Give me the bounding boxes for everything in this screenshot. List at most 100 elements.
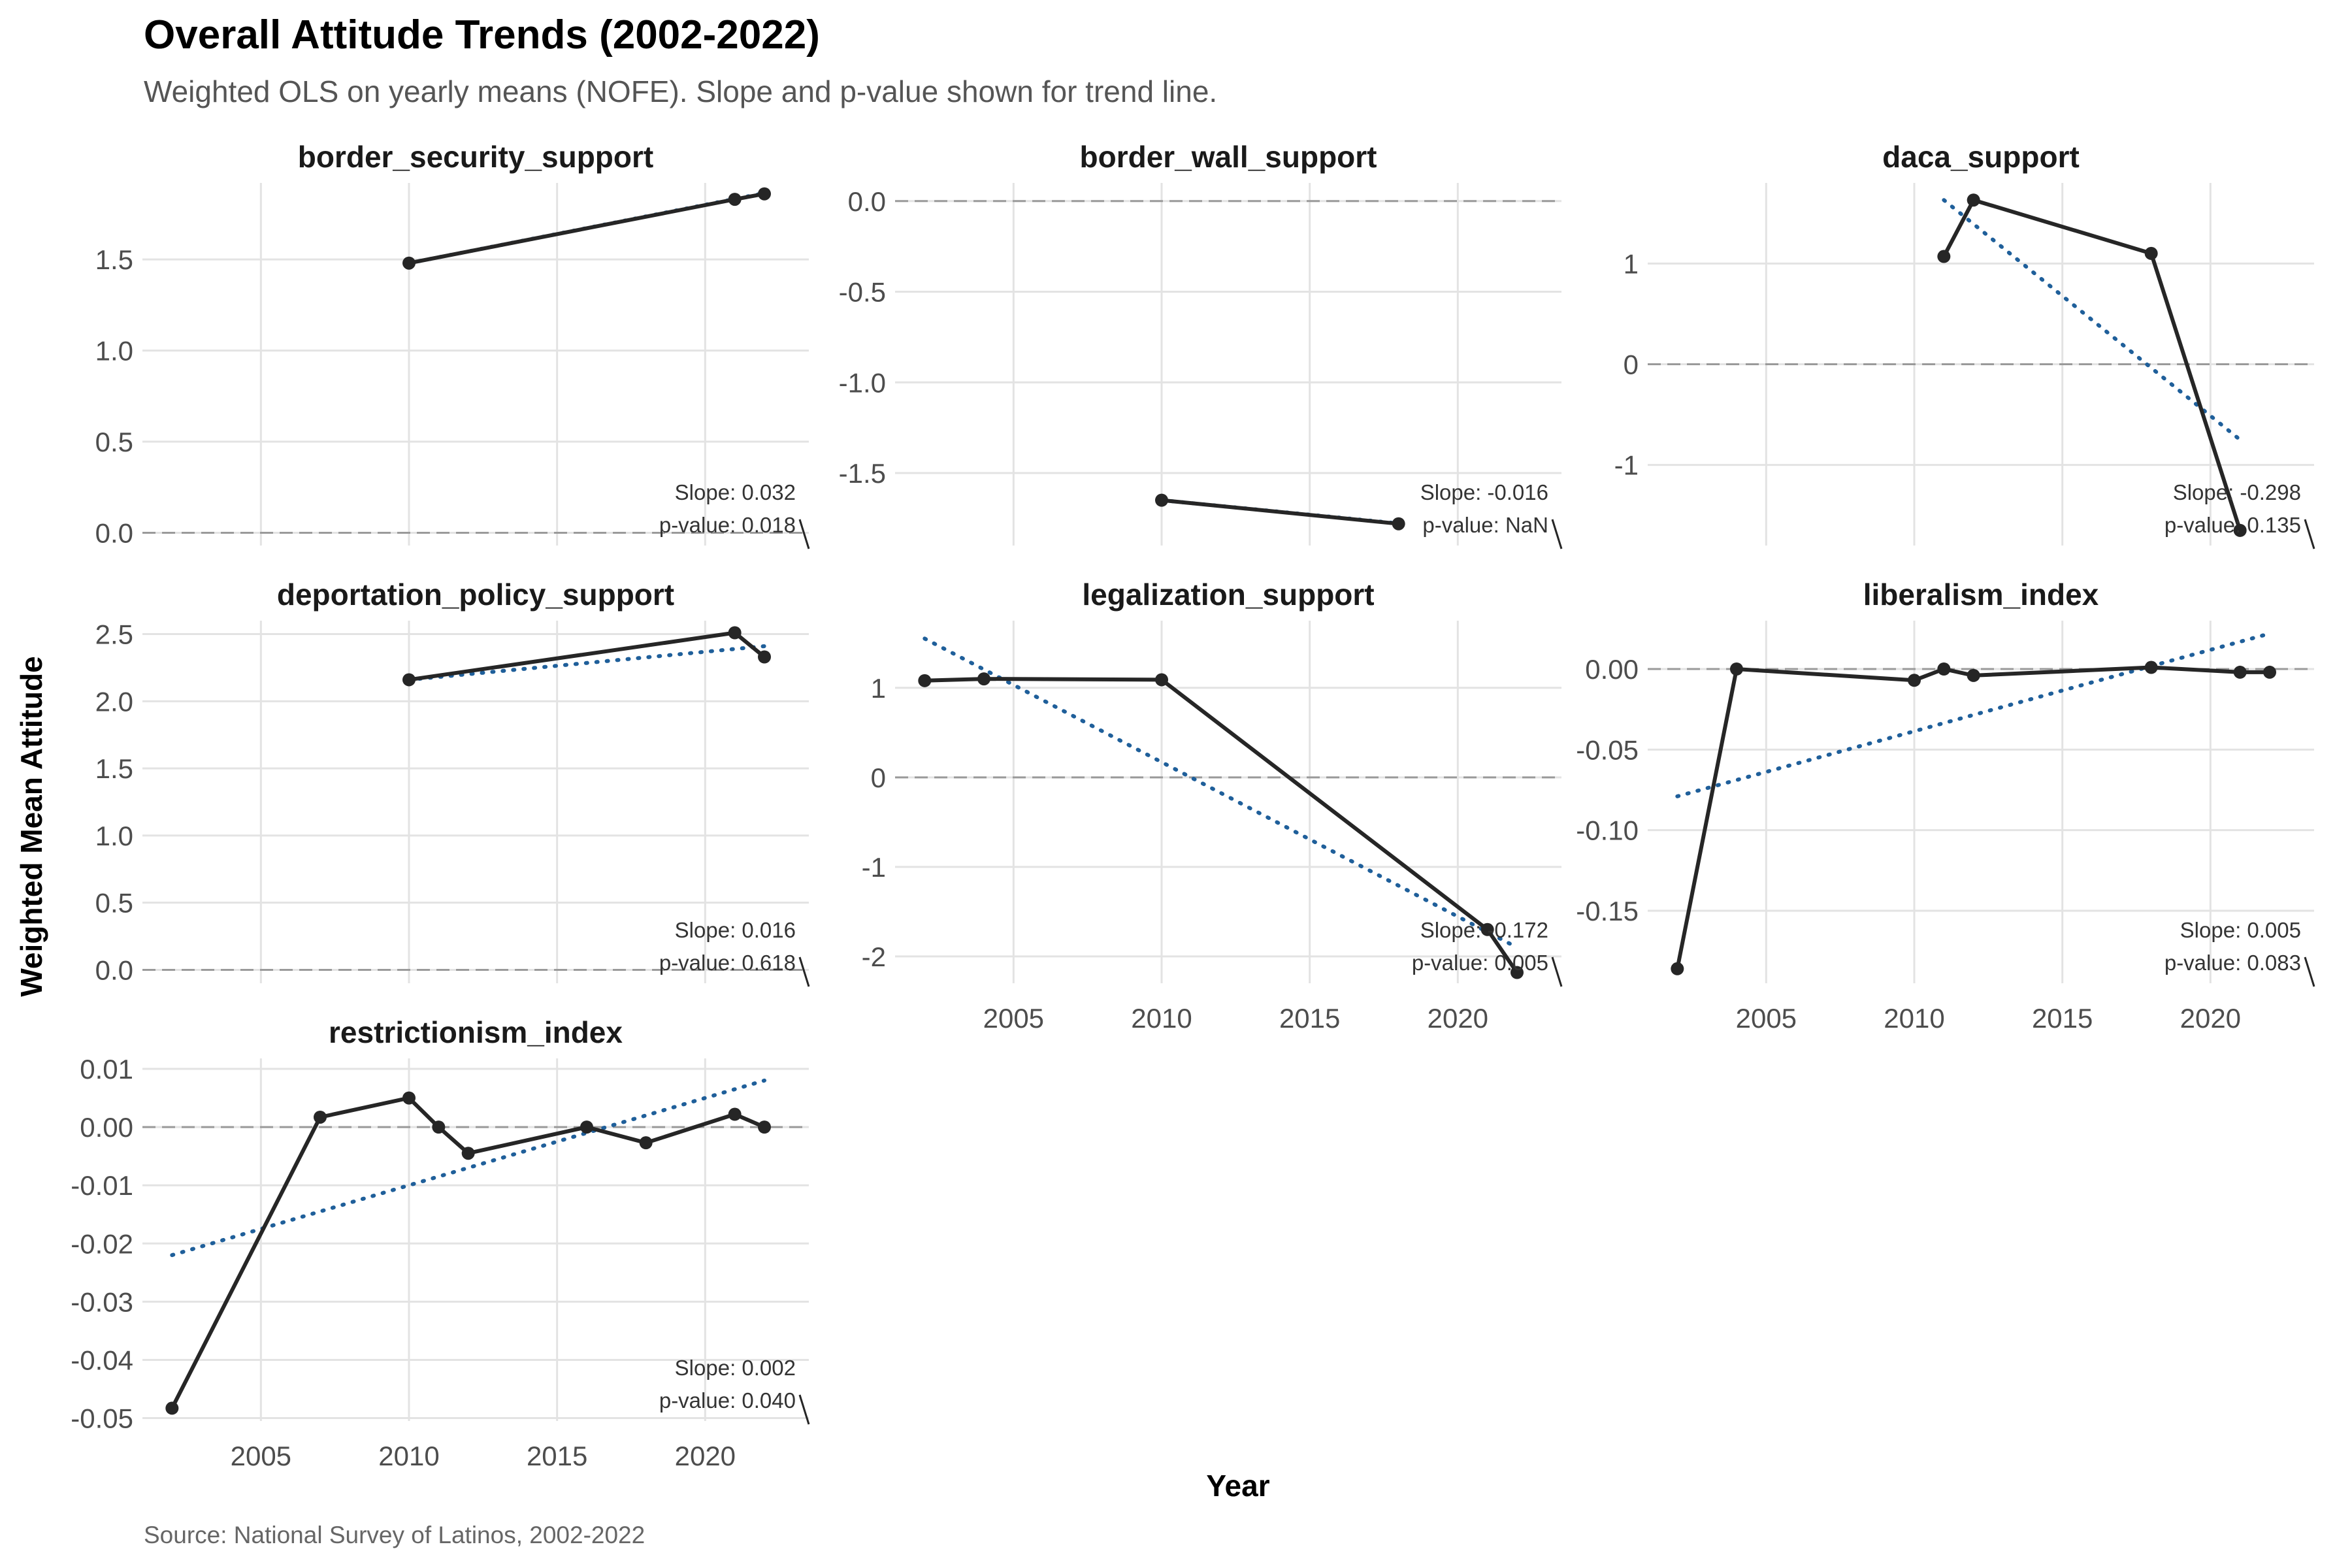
trend-line <box>1675 631 2272 798</box>
facet-panel: restrictionism_index 0.01 0.00 -0.01 -0.02 -0… <box>71 1015 810 1471</box>
y-tick-label: -0.05 <box>71 1403 133 1434</box>
data-point <box>402 256 416 270</box>
facet-panel: liberalism_index 0.00 -0.05 -0.10 -0.15 2005 2… <box>1576 578 2315 1034</box>
data-point <box>314 1110 327 1124</box>
data-point <box>432 1120 446 1134</box>
x-tick-label: 2010 <box>1131 1003 1192 1034</box>
annotation-leader <box>798 519 810 549</box>
x-tick-label: 2015 <box>2032 1003 2093 1034</box>
y-tick-label: -1.5 <box>839 458 886 489</box>
slope-annotation: Slope: 0.005 <box>2180 918 2301 942</box>
facet-title: deportation_policy_support <box>277 578 674 612</box>
chart-subtitle: Weighted OLS on yearly means (NOFE). Slo… <box>144 74 1217 108</box>
y-tick-label: 0.00 <box>80 1112 133 1143</box>
y-tick-label: -0.05 <box>1576 734 1639 765</box>
y-tick-label: 0.0 <box>848 186 886 217</box>
slope-annotation: Slope: -0.016 <box>1420 480 1548 504</box>
facet-title: legalization_support <box>1082 578 1374 612</box>
facet-panel: daca_support 1 0 -1 Slope: -0.298 p-value: 0.… <box>1614 140 2315 549</box>
x-tick-label: 2020 <box>2180 1003 2241 1034</box>
data-point <box>461 1147 475 1160</box>
x-tick-label: 2005 <box>983 1003 1044 1034</box>
x-tick-label: 2005 <box>231 1441 291 1471</box>
annotation-leader <box>798 956 810 987</box>
data-point <box>2144 246 2158 260</box>
data-point <box>402 1091 416 1105</box>
annotation-leader <box>2304 519 2315 549</box>
facet-panel: border_wall_support 0.0 -0.5 -1.0 -1.5 Slope:… <box>839 140 1563 549</box>
data-point <box>1155 673 1168 687</box>
series-line <box>1675 665 2270 970</box>
y-tick-label: -0.10 <box>1576 815 1639 846</box>
y-tick-label: 0.5 <box>95 888 133 919</box>
facet-title: daca_support <box>1882 140 2080 174</box>
trend-line <box>923 636 1519 950</box>
y-tick-label: -0.02 <box>71 1228 133 1259</box>
data-point <box>639 1136 653 1150</box>
x-axis-title: Year <box>1206 1469 1269 1503</box>
pvalue-annotation: p-value: 0.018 <box>659 513 796 537</box>
y-tick-label: -0.03 <box>71 1286 133 1317</box>
data-point <box>1671 962 1684 975</box>
slope-annotation: Slope: -0.298 <box>2173 480 2301 504</box>
data-point <box>1908 674 1921 687</box>
data-point <box>580 1120 593 1134</box>
y-tick-label: 1 <box>871 673 886 704</box>
slope-annotation: Slope: 0.002 <box>675 1356 796 1380</box>
facet-panels: border_security_support 0.0 0.5 1.0 1.5 Slope… <box>71 140 2315 1471</box>
x-tick-label: 2020 <box>675 1441 736 1471</box>
y-tick-label: 1.5 <box>95 753 133 784</box>
y-tick-label: 0.00 <box>1585 654 1639 685</box>
y-tick-label: 1.0 <box>95 821 133 851</box>
series-line <box>1942 198 2242 531</box>
data-point <box>1511 966 1524 979</box>
facet-title: restrictionism_index <box>329 1015 623 1049</box>
trend-line <box>170 1078 766 1258</box>
data-point <box>2233 665 2247 679</box>
x-tick-label: 2010 <box>1884 1003 1944 1034</box>
slope-annotation: Slope: -0.172 <box>1420 918 1548 942</box>
facet-panel: legalization_support 1 0 -1 -2 2005 2010 2015 20… <box>862 578 1563 1034</box>
y-tick-label: -0.01 <box>71 1170 133 1201</box>
trend-line <box>407 644 766 682</box>
data-point <box>728 626 742 640</box>
y-tick-label: -1 <box>1614 450 1639 481</box>
y-tick-label: 0.5 <box>95 427 133 457</box>
data-point <box>1937 250 1951 263</box>
pvalue-annotation: p-value: 0.005 <box>1412 951 1548 975</box>
data-point <box>1730 662 1743 676</box>
data-point <box>977 672 990 686</box>
slope-annotation: Slope: 0.032 <box>675 480 796 504</box>
y-tick-label: 0.0 <box>95 955 133 985</box>
facet-panel: border_security_support 0.0 0.5 1.0 1.5 Slope… <box>95 140 810 549</box>
y-tick-label: 1.5 <box>95 244 133 275</box>
data-point <box>1967 193 1980 207</box>
data-point <box>918 674 932 687</box>
y-tick-label: 0.0 <box>95 517 133 548</box>
data-point <box>1392 517 1405 531</box>
series-line <box>1161 498 1399 526</box>
facet-panel: deportation_policy_support 0.0 0.5 1.0 1.5 2.… <box>95 578 810 987</box>
annotation-leader <box>2304 956 2315 987</box>
y-tick-label: -2 <box>862 941 886 972</box>
trend-line <box>1942 198 2242 442</box>
pvalue-annotation: p-value: NaN <box>1422 513 1548 537</box>
data-point <box>728 193 742 206</box>
x-tick-label: 2005 <box>1736 1003 1797 1034</box>
x-tick-label: 2010 <box>378 1441 439 1471</box>
y-axis-title: Weighted Mean Attitude <box>14 656 48 996</box>
data-point <box>2233 523 2247 537</box>
y-tick-label: -0.15 <box>1576 896 1639 926</box>
annotation-leader <box>798 1394 810 1425</box>
y-tick-label: 0 <box>871 762 886 793</box>
facet-title: border_security_support <box>298 140 653 174</box>
data-point <box>1155 493 1168 507</box>
chart-caption: Source: National Survey of Latinos, 2002… <box>144 1522 645 1548</box>
y-tick-label: 2.0 <box>95 686 133 717</box>
x-tick-label: 2015 <box>1279 1003 1340 1034</box>
data-point <box>402 673 416 687</box>
data-point <box>758 187 771 201</box>
data-point <box>2144 661 2158 674</box>
